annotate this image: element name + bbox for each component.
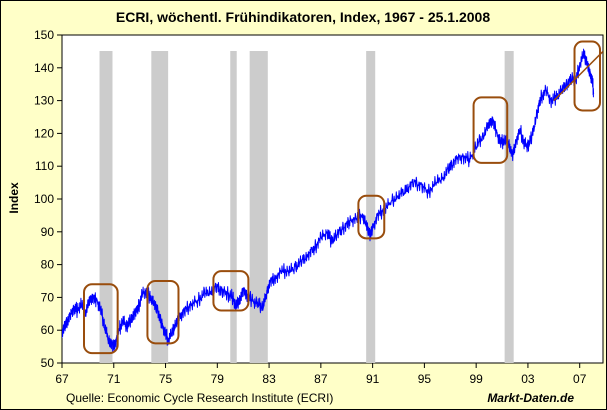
source-note: Quelle: Economic Cycle Research Institut… [66,391,333,405]
y-tick-label-60: 60 [41,323,55,337]
y-tick-label-90: 90 [41,225,55,239]
x-tick-label-07: 07 [573,372,587,386]
x-tick-label-67: 67 [55,372,69,386]
x-tick-label-95: 95 [418,372,432,386]
plot-area [61,34,604,364]
annotation-layer [83,40,601,355]
highlight-box-5 [472,96,509,164]
recession-band-3 [230,51,237,363]
y-tick-label-80: 80 [41,258,55,272]
chart-title: ECRI, wöchentl. Frühindikatoren, Index, … [116,9,490,25]
x-tick-label-71: 71 [107,372,121,386]
recession-band-4 [249,51,268,363]
y-tick-label-100: 100 [34,192,54,206]
y-tick-label-70: 70 [41,290,55,304]
recession-band-1 [99,51,113,363]
x-tick-label-91: 91 [366,372,380,386]
trend-line [553,50,603,102]
axes: 50 60 70 80 90 100 110 120 130 140 150 67 71 75 79 83 87… [34,28,587,386]
x-tick-label-03: 03 [521,372,535,386]
recession-band-2 [151,51,169,363]
x-tick-label-83: 83 [262,372,276,386]
y-tick-label-150: 150 [34,28,54,42]
highlight-box-6 [573,40,601,112]
highlight-box-1 [83,283,119,355]
y-tick-label-110: 110 [35,159,54,173]
x-tick-label-99: 99 [469,372,483,386]
x-tick-label-75: 75 [159,372,173,386]
y-tick-label-50: 50 [41,356,55,370]
y-tick-label-130: 130 [34,94,54,108]
highlight-box-3 [212,270,250,312]
recession-band-6 [504,51,514,363]
y-tick-label-140: 140 [34,61,54,75]
x-tick-label-87: 87 [314,372,328,386]
brand-label: Markt-Daten.de [487,391,574,405]
y-tick-label-120: 120 [34,126,54,140]
series-layer [62,48,603,353]
series-line-ecri [62,48,595,353]
x-tick-label-79: 79 [211,372,225,386]
highlight-box-4 [357,194,386,240]
highlight-box-2 [146,280,180,345]
recession-band-5 [366,51,376,363]
y-axis-label: Index [7,182,21,214]
